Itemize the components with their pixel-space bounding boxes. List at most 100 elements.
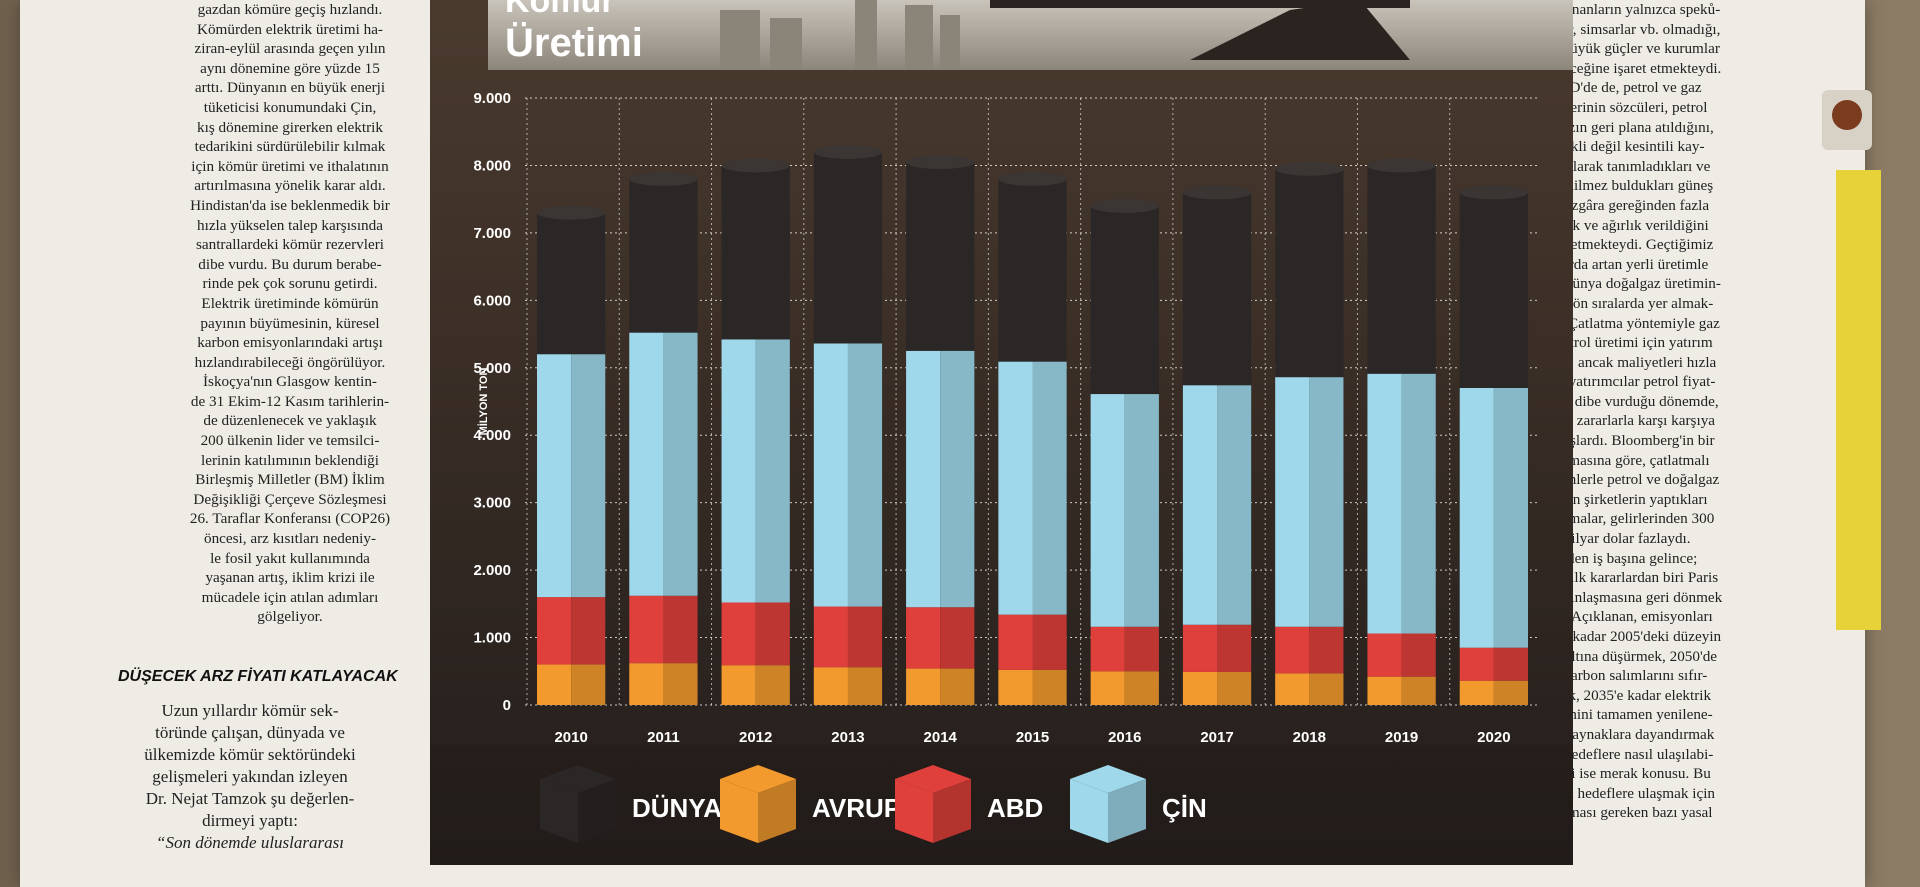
article-line: payının büyümesinin, küresel (200, 314, 380, 332)
article-line: de 31 Ekim-12 Kasım tarihlerin- (190, 392, 390, 410)
bar-abd-side (1124, 626, 1159, 672)
article-line: yapılması gereken bazı yasal (1537, 804, 1713, 822)
bar-çi̇n (1275, 377, 1310, 627)
bar-avrupa (1275, 673, 1310, 705)
machinery-silhouette (990, 0, 1410, 60)
y-tick-label: 4.000 (473, 427, 511, 444)
article-line: gelişmeleri yakından izleyen (152, 767, 348, 786)
legend-cube-right (1108, 779, 1146, 843)
bar-avrupa (1459, 680, 1494, 705)
x-tick-label: 2014 (924, 729, 958, 746)
article-line: Birleşmiş Milletler (BM) İklim (195, 471, 385, 489)
article-line: 200 ülkenin lider ve temsilci- (200, 432, 380, 450)
bar-abd (1275, 626, 1310, 674)
bar-çi̇n (1459, 388, 1494, 648)
article-line: kış dönemine girerken elektrik (197, 118, 383, 136)
article-line: tedarikini sürdürülebilir kılmak (194, 138, 386, 156)
x-tick-label: 2013 (831, 729, 864, 746)
article-line: tüketicisi konumundaki Çin, (203, 98, 377, 116)
article-line: de düzenlenecek ve yaklaşık (203, 412, 377, 430)
article-line: üretimini tamamen yenilene- (1537, 706, 1713, 724)
article-line: öncesi, arz kısıtları nedeniy- (203, 530, 377, 548)
bar-abd-side (1217, 624, 1252, 672)
bar-avrupa (813, 667, 848, 705)
article-line: artan yatırımcılar petrol fiyat- (1534, 373, 1716, 391)
article-line: iddia etmekteydi. Geçtiğimiz (1536, 236, 1714, 254)
power-plant-silhouette (720, 0, 960, 70)
x-tick-label: 2015 (1016, 729, 1049, 746)
article-line: artırılmasına yönelik karar aldı. (194, 177, 386, 195)
x-tick-label: 2017 (1200, 729, 1233, 746)
bar-abd (1459, 647, 1494, 681)
article-line: üreten şirketlerin yaptıkları (1542, 490, 1708, 508)
bar-abd-side (847, 606, 883, 668)
article-line: ise karbon salımlarını sıfır- (1542, 667, 1708, 685)
bar-dunya-top (1459, 185, 1529, 200)
article-line: destek ve ağırlık verildiğini (1541, 216, 1709, 234)
bar-abd (721, 602, 756, 666)
bar-dunya-top (721, 158, 790, 173)
y-tick-label: 9.000 (473, 90, 511, 107)
article-line: kalmışlardı. Bloomberg'in bir (1535, 432, 1715, 450)
y-tick-label: 7.000 (473, 225, 511, 242)
article-line: töründe çalışan, dünyada ve (155, 723, 345, 742)
bar-dunya-top (1275, 161, 1344, 176)
x-tick-label: 2018 (1293, 729, 1326, 746)
bar-çi̇n-side (1309, 377, 1344, 627)
bar-dunya-top (998, 171, 1067, 186)
bar-abd (1182, 624, 1218, 672)
article-line: İskoçya'nın Glasgow kentin- (203, 373, 377, 391)
legend-cube-left (540, 779, 578, 843)
bar-çi̇n-side (1217, 385, 1252, 625)
bar-çi̇n-side (1401, 373, 1436, 634)
article-line: Hindistan'da ise beklenmedik bir (190, 196, 390, 214)
article-line: 2030'a kadar 2005'deki düzeyin (1528, 628, 1722, 645)
chart-bars (536, 144, 1529, 706)
article-line: dibe vurdu. Bu durum berabe- (198, 255, 382, 273)
article-line: mücadele için atılan adımları (201, 588, 379, 606)
bar-abd (1367, 633, 1402, 677)
article-line: aynı dönemine göre yüzde 15 (200, 59, 380, 77)
legend-label: DÜNYA (632, 793, 722, 823)
legend-cube-left (720, 779, 758, 843)
bar-çi̇n-side (755, 339, 790, 603)
bar-abd (629, 595, 664, 664)
coal-production-chart: Kömür Üretimi 0 1.000 2.000 3.000 4.000 5.000… (430, 0, 1573, 865)
article-line: Değişikliği Çerçeve Sözleşmesi (193, 490, 387, 508)
bar-abd-side (1309, 626, 1344, 674)
legend-cube-right (578, 779, 616, 843)
article-line: rinde pek çok sorunu getirdi. (202, 275, 378, 293)
article-line: daha büyük güçler ve kurumlar (1530, 40, 1720, 58)
article-line: yaşanan artış, iklim krizi ile (205, 569, 375, 587)
x-tick-label: 2010 (554, 729, 587, 746)
bar-avrupa (536, 664, 572, 705)
bar-avrupa (1182, 671, 1218, 705)
article-line: gibi hedeflere nasıl ulaşılabi- (1536, 745, 1714, 763)
article-line: milyar dolar fazlaydı. (1559, 530, 1691, 548)
article-line: Uzun yıllardır kömür sek- (161, 701, 339, 720)
bar-abd (536, 597, 572, 665)
bar-avrupa (721, 665, 756, 705)
legend-cube-left (1070, 779, 1108, 843)
article-line: santrallardeki kömür rezervleri (195, 236, 385, 254)
bar-avrupa-side (663, 663, 698, 705)
bar-çi̇n-side (847, 343, 883, 607)
y-tick-label: 3.000 (473, 495, 511, 512)
bar-dunya-top (536, 205, 606, 220)
article-line: oldu. Açıklanan, emisyonları (1537, 608, 1713, 626)
bar-çi̇n (813, 343, 848, 607)
bar-avrupa-side (847, 667, 883, 705)
article-line: de en ön sıralarda yer almak- (1536, 294, 1714, 312)
bar-avrupa-side (1217, 671, 1252, 705)
bar-çi̇n-side (940, 350, 975, 608)
article-line: le fosil yakıt kullanımında (210, 549, 370, 567)
legend-label: ÇİN (1162, 793, 1207, 823)
bar-avrupa (998, 669, 1033, 705)
article-subheading: DÜŞECEK ARZ FİYATI KATLAYACAK (118, 668, 398, 685)
bar-abd-side (663, 595, 698, 664)
bar-dunya-top (1367, 158, 1436, 173)
bar-avrupa (1367, 676, 1402, 705)
article-line: İklim Anlaşmasına geri dönmek (1527, 588, 1723, 606)
bar-abd (906, 607, 941, 669)
bar-avrupa (906, 668, 941, 705)
